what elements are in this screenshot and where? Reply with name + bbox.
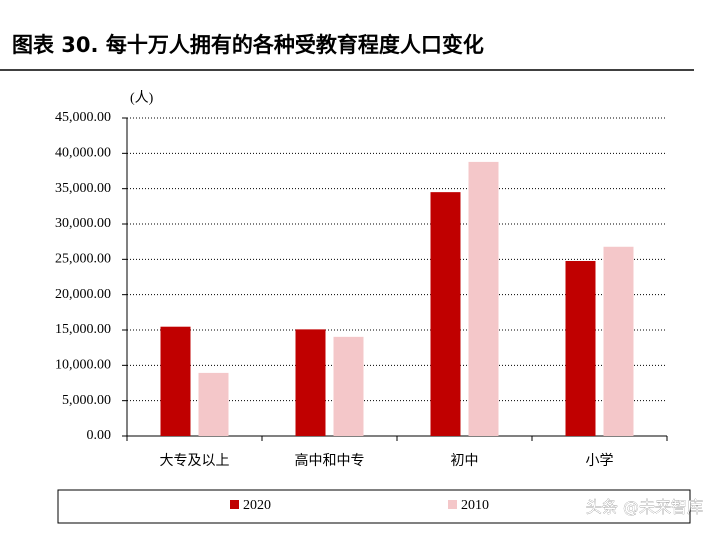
x-tick-label: 小学 xyxy=(586,453,614,469)
x-tick-label: 高中和中专 xyxy=(295,452,365,469)
legend-swatch xyxy=(230,500,239,509)
y-tick-label: 30,000.00 xyxy=(55,216,111,231)
bar xyxy=(295,329,326,436)
legend-label: 2020 xyxy=(243,498,271,513)
y-tick-label: 35,000.00 xyxy=(55,181,111,196)
legend-label: 2010 xyxy=(461,498,489,513)
bar xyxy=(468,161,499,436)
y-tick-label: 20,000.00 xyxy=(55,287,111,302)
legend-box xyxy=(57,489,691,524)
bar xyxy=(160,326,191,436)
bar xyxy=(198,372,229,436)
bar xyxy=(603,246,634,436)
y-tick-label: 10,000.00 xyxy=(55,358,111,373)
y-tick-label: 25,000.00 xyxy=(55,252,111,267)
legend-swatch xyxy=(448,500,457,509)
bar xyxy=(565,260,596,436)
y-tick-label: 15,000.00 xyxy=(55,322,111,337)
x-tick-label: 初中 xyxy=(451,452,479,469)
y-tick-label: 40,000.00 xyxy=(55,146,111,161)
chart-title: 图表 30. 每十万人拥有的各种受教育程度人口变化 xyxy=(12,33,484,57)
y-tick-label: 0.00 xyxy=(87,428,112,443)
y-tick-label: 5,000.00 xyxy=(62,393,111,408)
x-tick-label: 大专及以上 xyxy=(160,453,230,469)
watermark: 头条 @未来智库 xyxy=(586,498,703,517)
bar xyxy=(333,336,364,436)
y-axis-label: (人) xyxy=(130,90,154,106)
y-tick-label: 45,000.00 xyxy=(55,110,111,125)
bar xyxy=(430,192,461,436)
